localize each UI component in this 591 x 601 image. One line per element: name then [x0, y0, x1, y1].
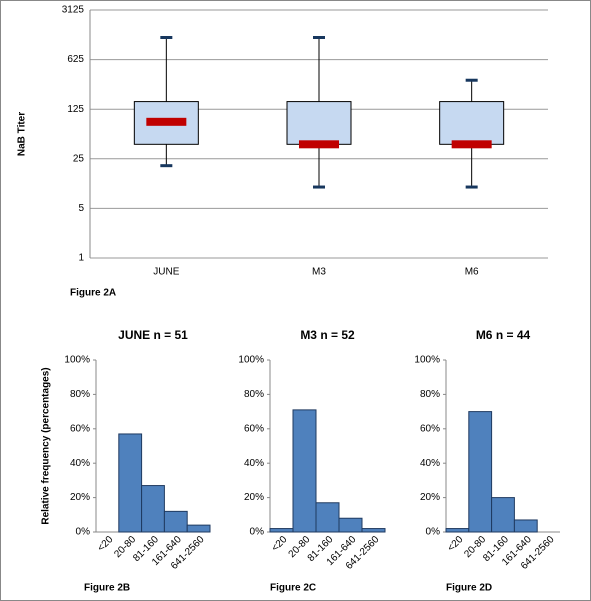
y-tick-label: 0%	[426, 527, 441, 538]
bar	[315, 502, 340, 533]
y-tick-label: 40%	[420, 458, 440, 469]
y-axis-label: Relative frequency (percentages)	[41, 367, 52, 524]
y-tick-label: 40%	[70, 458, 90, 469]
x-tick-label: M6	[465, 267, 479, 278]
box	[439, 101, 505, 145]
caption: Figure 2C	[270, 583, 316, 594]
caption: Figure 2A	[70, 288, 116, 299]
y-tick-label: 1	[78, 253, 84, 264]
y-tick-label: 20%	[420, 492, 440, 503]
y-tick-label: 60%	[420, 423, 440, 434]
bar	[141, 485, 165, 533]
y-tick-label: 25	[73, 153, 85, 164]
y-tick-label: 100%	[64, 355, 90, 366]
bar	[513, 519, 538, 533]
bar	[491, 497, 515, 533]
box	[286, 101, 352, 145]
bar	[163, 510, 188, 533]
bar	[269, 528, 294, 533]
bar	[118, 433, 143, 533]
x-tick-label: M3	[312, 267, 326, 278]
bar	[338, 517, 363, 533]
median	[451, 140, 492, 149]
bar	[445, 528, 470, 533]
bar	[186, 524, 211, 533]
y-tick-label: 100%	[414, 355, 440, 366]
chart-title: M6 n = 44	[476, 328, 531, 342]
y-tick-label: 60%	[70, 423, 90, 434]
median	[299, 140, 339, 149]
x-tick-label: JUNE	[153, 267, 179, 278]
chart-title: JUNE n = 51	[118, 328, 188, 342]
y-tick-label: 80%	[70, 389, 90, 400]
y-tick-label: 3125	[62, 5, 85, 16]
bar	[468, 411, 493, 533]
y-tick-label: 80%	[244, 389, 264, 400]
bar	[292, 409, 317, 533]
y-tick-label: 625	[67, 54, 84, 65]
y-tick-label: 80%	[420, 389, 440, 400]
median	[146, 117, 187, 126]
caption: Figure 2D	[446, 583, 492, 594]
y-tick-label: 5	[78, 203, 84, 214]
y-tick-label: 20%	[244, 492, 264, 503]
y-tick-label: 125	[67, 104, 84, 115]
y-tick-label: 100%	[238, 355, 264, 366]
y-tick-label: 60%	[244, 423, 264, 434]
chart-title: M3 n = 52	[300, 328, 355, 342]
y-tick-label: 0%	[76, 527, 91, 538]
y-tick-label: 0%	[250, 527, 265, 538]
bar	[361, 528, 386, 533]
y-tick-label: 20%	[70, 492, 90, 503]
y-tick-label: 40%	[244, 458, 264, 469]
caption: Figure 2B	[84, 583, 130, 594]
y-axis-label: NaB Titer	[17, 112, 28, 156]
